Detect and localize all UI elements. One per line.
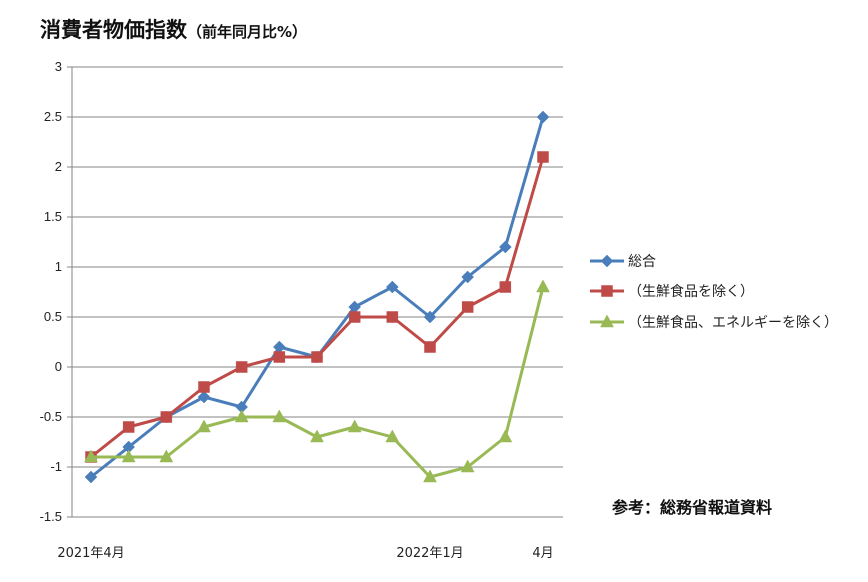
series-2-point bbox=[424, 341, 436, 353]
series-3-point bbox=[347, 419, 362, 433]
chart-title-main: 消費者物価指数 bbox=[40, 18, 187, 42]
source-note: 参考：総務省報道資料 bbox=[612, 498, 773, 517]
series-line-1 bbox=[90, 116, 545, 479]
series-3-point bbox=[234, 409, 249, 423]
y-tick-label: 1 bbox=[55, 259, 62, 274]
series-3-point bbox=[460, 459, 475, 473]
series-1-point bbox=[498, 240, 512, 254]
series-2-point bbox=[160, 411, 173, 423]
series-2-point bbox=[386, 311, 399, 323]
series-2-point bbox=[499, 281, 512, 293]
series-2-point bbox=[235, 361, 248, 373]
series-1-point bbox=[385, 280, 399, 294]
legend-marker-3 bbox=[600, 314, 614, 328]
chart-title: 消費者物価指数（前年同月比%） bbox=[40, 14, 307, 44]
series-1-point bbox=[197, 390, 211, 404]
y-tick-label: 0.5 bbox=[44, 309, 62, 324]
chart-subtitle: （前年同月比%） bbox=[187, 23, 308, 41]
y-tick-label: -1 bbox=[50, 459, 62, 474]
series-3-point bbox=[536, 279, 550, 293]
series-2-point bbox=[198, 381, 210, 393]
y-tick-label: -0.5 bbox=[40, 409, 62, 424]
series-3-point bbox=[423, 469, 437, 483]
y-tick-label: 2.5 bbox=[44, 109, 62, 124]
legend-label-2: （生鮮食品を除く） bbox=[628, 283, 754, 300]
series-line-3 bbox=[91, 286, 545, 479]
series-3-point bbox=[272, 409, 287, 423]
series-line-2 bbox=[90, 156, 545, 459]
y-tick-label: 3 bbox=[55, 59, 62, 74]
series-3-point bbox=[159, 449, 174, 463]
series-3-point bbox=[385, 429, 400, 443]
series-3-point bbox=[121, 449, 136, 463]
series-2-point bbox=[122, 421, 135, 433]
series-3-point bbox=[310, 429, 324, 443]
y-tick-label: 0 bbox=[55, 359, 62, 374]
x-tick-label: 2022年1月 bbox=[396, 546, 463, 561]
series-2-point bbox=[461, 301, 474, 313]
y-tick-label: -1.5 bbox=[40, 509, 62, 524]
series-3-point bbox=[498, 429, 513, 443]
series-2-point bbox=[348, 311, 361, 323]
series-1-point bbox=[423, 310, 437, 324]
y-tick-label: 2 bbox=[55, 159, 62, 174]
x-tick-label: 2021年4月 bbox=[57, 546, 124, 561]
series-1-point bbox=[84, 470, 98, 484]
series-2-point bbox=[311, 351, 323, 363]
series-1-point bbox=[536, 110, 550, 124]
legend-marker-2 bbox=[601, 285, 613, 297]
legend-label-3: （生鮮食品、エネルギーを除く） bbox=[628, 314, 838, 331]
series-3-point bbox=[197, 419, 211, 433]
legend-label-1: 総合 bbox=[628, 254, 656, 270]
series-2-point bbox=[273, 351, 286, 363]
series-1-point bbox=[461, 270, 475, 284]
legend-marker-1 bbox=[600, 254, 614, 268]
x-tick-label: 4月 bbox=[532, 546, 553, 561]
series-2-point bbox=[537, 151, 549, 163]
y-tick-label: 1.5 bbox=[44, 209, 62, 224]
series-3-point bbox=[84, 449, 98, 463]
